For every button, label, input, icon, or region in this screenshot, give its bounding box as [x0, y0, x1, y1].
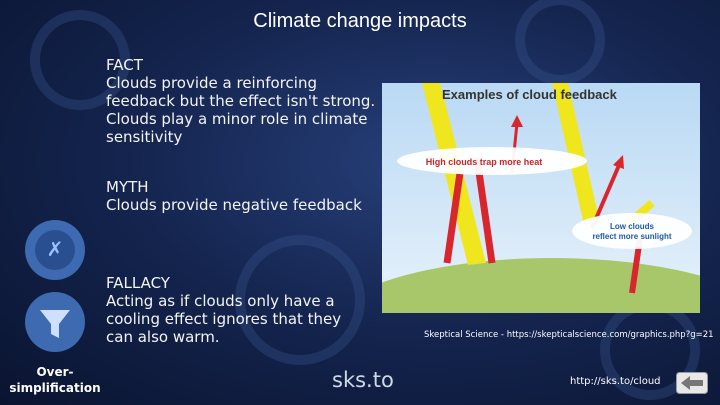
back-button[interactable]: [676, 372, 708, 394]
logo: sks.to: [332, 368, 394, 392]
label-line: simplification: [9, 381, 101, 395]
text: Acting as if clouds only have a cooling …: [106, 292, 342, 346]
low-clouds-label: Low clouds: [610, 222, 655, 231]
high-clouds-label: High clouds trap more heat: [426, 157, 543, 167]
text: Clouds provide negative feedback: [106, 196, 362, 214]
myth: MYTH Clouds provide negative feedback: [106, 178, 396, 214]
low-clouds-label: reflect more sunlight: [592, 232, 671, 241]
fallacy: FALLACY Acting as if clouds only have a …: [106, 274, 346, 346]
link[interactable]: http://sks.to/cloud: [570, 376, 661, 387]
sunlight: [422, 83, 486, 265]
heading: MYTH: [106, 178, 149, 196]
ground: [382, 258, 700, 313]
figure-title: Examples of cloud feedback: [442, 87, 618, 102]
heading: FALLACY: [106, 274, 170, 292]
figure-caption: Skeptical Science - https://skepticalsci…: [424, 330, 714, 340]
fact: FACT Clouds provide a reinforcing feedba…: [106, 56, 396, 146]
svg-text:✗: ✗: [47, 237, 64, 261]
slide-title: Climate change impacts: [253, 10, 467, 32]
heading: FACT: [106, 56, 143, 74]
label-line: Over-: [36, 365, 74, 379]
figure: Examples of cloud feedback High clouds t…: [382, 83, 700, 313]
text: Clouds provide a reinforcing feedback bu…: [106, 74, 376, 146]
fallacy-label: Over- simplification: [5, 364, 105, 396]
